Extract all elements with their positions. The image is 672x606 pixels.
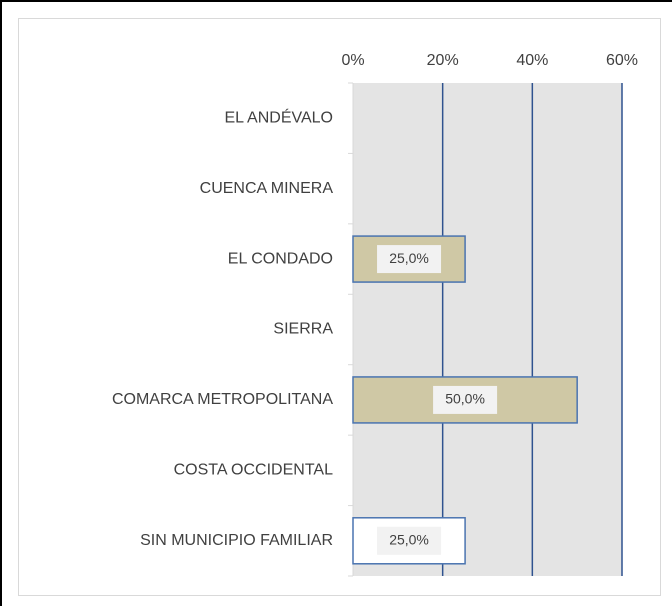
- x-tick-label: 60%: [606, 52, 638, 69]
- value-label: 25,0%: [389, 250, 429, 266]
- x-tick-label: 20%: [427, 52, 459, 69]
- y-tick-label: SIERRA: [273, 321, 333, 338]
- value-label-box: [433, 385, 498, 414]
- x-tick-label: 40%: [516, 52, 548, 69]
- y-tick-label: EL CONDADO: [228, 250, 333, 267]
- x-tick-label: 0%: [341, 52, 364, 69]
- y-tick-label: EL ANDÉVALO: [225, 107, 334, 126]
- value-label: 25,0%: [389, 531, 429, 547]
- y-tick-label: COMARCA METROPOLITANA: [112, 391, 333, 408]
- plot-area: [353, 83, 622, 576]
- value-label-box: [377, 526, 442, 555]
- y-tick-label: COSTA OCCIDENTAL: [174, 462, 334, 479]
- value-label: 50,0%: [445, 391, 485, 407]
- y-tick-label: SIN MUNICIPIO FAMILIAR: [140, 532, 333, 549]
- y-tick-label: CUENCA MINERA: [200, 180, 334, 197]
- value-label-box: [377, 245, 442, 274]
